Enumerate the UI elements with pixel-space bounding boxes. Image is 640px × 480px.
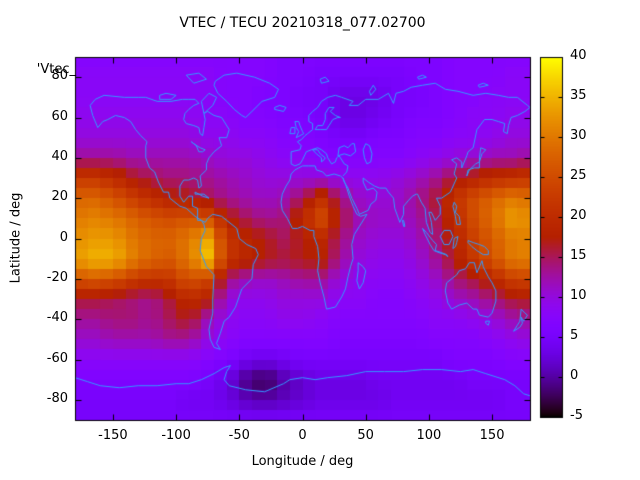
y-tick-label-7: 60 — [51, 108, 68, 124]
x-tick-label-3: 0 — [298, 428, 307, 443]
colorbar-tick-label-6: 10 — [570, 288, 587, 303]
y-tick-label-2: -40 — [46, 310, 68, 326]
colorbar-tick-label-9: -5 — [570, 408, 583, 423]
y-tick-label-3: -20 — [46, 269, 68, 285]
y-tick-label-4: 0 — [59, 229, 68, 245]
colorbar-tick-label-7: 5 — [570, 328, 579, 343]
y-tick-label-5: 20 — [51, 189, 68, 205]
x-axis-label: Longitude / deg — [251, 454, 354, 469]
y-tick-label-6: 40 — [51, 148, 68, 164]
y-tick-label-0: -80 — [46, 390, 68, 406]
colorbar-tick-label-8: 0 — [570, 368, 579, 383]
colorbar-tick-label-4: 20 — [570, 208, 587, 223]
colorbar-tick-label-2: 30 — [570, 128, 587, 143]
colorbar-tick-label-3: 25 — [570, 168, 587, 183]
plot-title: VTEC / TECU 20210318_077.02700 — [179, 15, 426, 31]
colorbar-tick-label-1: 35 — [570, 88, 587, 103]
x-tick-label-4: 50 — [357, 428, 374, 443]
x-tick-label-1: -100 — [161, 428, 191, 443]
y-tick-label-8: 80 — [51, 68, 68, 84]
x-tick-label-0: -150 — [98, 428, 128, 443]
colorbar-tick-label-5: 15 — [570, 248, 587, 263]
x-tick-label-6: 150 — [479, 428, 505, 443]
y-tick-label-1: -60 — [46, 350, 68, 366]
x-tick-label-2: -50 — [228, 428, 250, 443]
key-title-label: 'Vtec_ — [36, 62, 76, 77]
colorbar-tick-label-0: 40 — [570, 48, 587, 63]
x-tick-label-5: 100 — [416, 428, 442, 443]
